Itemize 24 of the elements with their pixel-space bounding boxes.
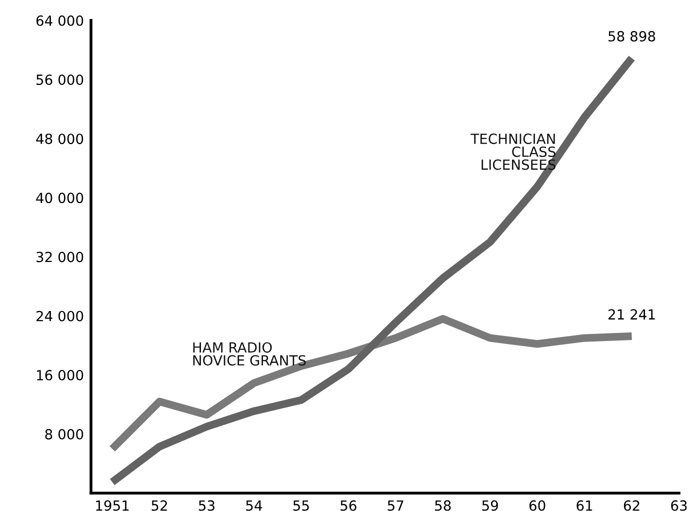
x-tick-label: 62 xyxy=(624,500,640,511)
x-tick-label: 56 xyxy=(340,500,356,511)
x-tick-label: 54 xyxy=(246,500,262,511)
y-tick-label: 56 000 xyxy=(36,74,84,85)
y-tick-label: 48 000 xyxy=(36,134,84,144)
series-label: HAM RADIO NOVICE GRANTS xyxy=(193,342,306,366)
y-tick-label: 32 000 xyxy=(36,252,84,262)
y-tick-label: 64 000 xyxy=(36,15,84,26)
y-tick-label: 24 000 xyxy=(36,310,84,322)
x-tick-label: 57 xyxy=(388,500,404,511)
x-tick-label: 60 xyxy=(529,500,546,511)
x-tick-label: 53 xyxy=(198,500,214,511)
x-tick-label: 59 xyxy=(482,500,498,511)
x-tick-label: 58 xyxy=(435,500,451,511)
x-tick-label: 1951 xyxy=(96,500,129,511)
data-label: 21 241 xyxy=(608,309,655,320)
x-tick-label: 61 xyxy=(576,500,592,511)
y-tick-label: 8 000 xyxy=(45,429,84,440)
x-tick-label: 52 xyxy=(152,500,167,511)
y-tick-label: 40 000 xyxy=(36,192,84,204)
data-label: 58 898 xyxy=(608,31,656,42)
y-tick-label: 16 000 xyxy=(36,370,84,380)
x-tick-label: 55 xyxy=(293,500,309,511)
x-tick-label: 63 xyxy=(671,500,687,511)
